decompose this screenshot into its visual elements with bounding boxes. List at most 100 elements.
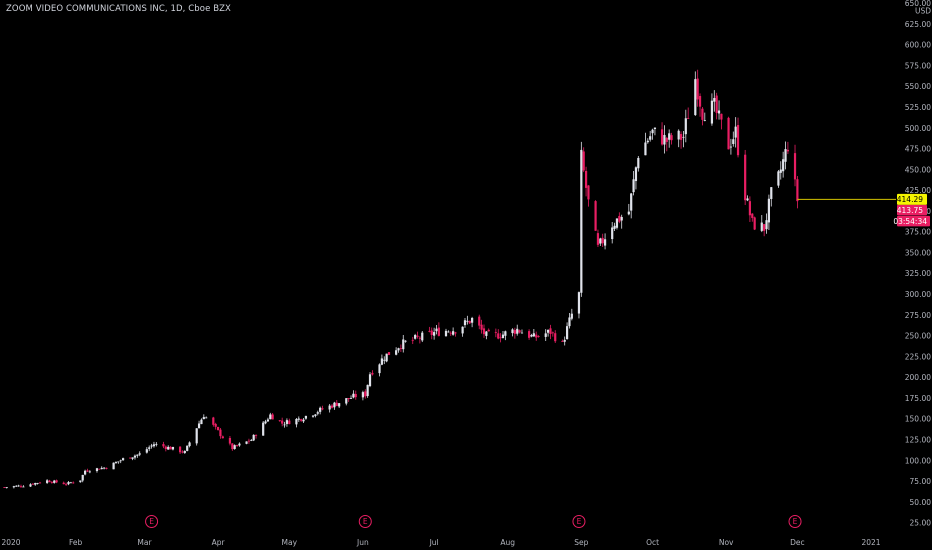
candle — [264, 419, 267, 425]
candle — [81, 474, 84, 483]
candle — [72, 481, 75, 484]
earnings-marker[interactable]: E — [145, 515, 159, 528]
candle — [784, 141, 787, 170]
candle — [65, 482, 68, 487]
x-tick-label: Mar — [137, 538, 152, 547]
candle — [169, 446, 172, 450]
candle — [615, 218, 619, 230]
candle — [480, 319, 483, 334]
candle — [530, 333, 533, 338]
candle — [383, 356, 386, 365]
candle — [95, 467, 99, 473]
y-tick-label: 100.00 — [905, 456, 931, 465]
candle — [694, 71, 697, 116]
candle — [31, 483, 34, 485]
candle — [444, 328, 448, 337]
candle — [779, 161, 782, 180]
candle — [703, 112, 706, 122]
candle — [404, 340, 407, 343]
candle — [17, 484, 20, 487]
candle — [701, 107, 704, 126]
candle — [729, 138, 733, 155]
candle — [252, 434, 255, 442]
candle — [397, 347, 400, 353]
candle — [133, 454, 137, 460]
candle — [634, 166, 638, 190]
currency-label: USD — [915, 7, 931, 16]
candle — [29, 483, 32, 487]
candle — [361, 390, 364, 401]
x-tick-label: Oct — [646, 538, 659, 547]
candle — [649, 130, 652, 142]
earnings-marker[interactable]: E — [358, 515, 372, 528]
candle — [297, 416, 300, 422]
candle — [181, 450, 184, 454]
candle — [518, 329, 521, 334]
candle — [568, 312, 571, 329]
candle — [36, 482, 39, 485]
candle — [380, 354, 383, 366]
candle — [302, 418, 305, 424]
candle — [278, 420, 281, 422]
candle — [34, 482, 37, 486]
candle — [430, 327, 433, 340]
candle — [544, 329, 547, 341]
candle — [233, 444, 236, 450]
candle — [513, 327, 516, 339]
x-tick-label: Aug — [500, 538, 515, 547]
candle — [428, 326, 431, 333]
y-tick-label: 550.00 — [905, 82, 931, 91]
candle — [736, 117, 740, 158]
candle — [347, 397, 350, 402]
y-tick-label: 275.00 — [905, 311, 931, 320]
candle — [402, 334, 405, 353]
candle — [221, 435, 224, 439]
x-tick-label: Apr — [212, 538, 226, 547]
y-tick-label: 475.00 — [905, 145, 931, 154]
candle — [471, 316, 474, 328]
candle — [561, 339, 564, 342]
candle — [563, 336, 566, 346]
candle — [753, 216, 756, 231]
candle — [433, 327, 436, 340]
candle — [511, 328, 514, 337]
candle — [171, 446, 175, 451]
candle — [727, 116, 730, 150]
candle — [205, 416, 208, 419]
candle — [748, 196, 752, 223]
candle — [551, 331, 554, 337]
candle — [665, 136, 668, 152]
candle — [138, 451, 141, 457]
candle — [777, 170, 780, 188]
candle — [102, 467, 106, 470]
candle — [710, 93, 714, 126]
earnings-marker[interactable]: E — [788, 515, 802, 528]
candle — [717, 100, 721, 120]
candle — [114, 461, 118, 464]
candle — [620, 214, 623, 229]
candle — [395, 347, 398, 356]
candle — [435, 324, 438, 335]
candle — [447, 330, 450, 333]
candle — [214, 422, 217, 430]
earnings-marker[interactable]: E — [572, 515, 586, 528]
candle — [84, 469, 87, 476]
candle — [335, 400, 338, 407]
y-tick-label: 225.00 — [905, 352, 931, 361]
candle — [482, 324, 486, 338]
candle — [38, 481, 42, 484]
candle — [478, 314, 481, 330]
time-axis: 2020 Feb Mar Apr May Jun Jul Aug Sep Oct Nov Dec 202… — [1, 538, 880, 547]
candle — [414, 333, 417, 340]
candle — [596, 229, 600, 248]
y-tick-label: 300.00 — [905, 290, 931, 299]
price-axis: 25.00 50.00 75.00 100.00 125.00 150.00 175.00 2… — [905, 0, 931, 528]
candle — [577, 291, 581, 319]
svg-text:E: E — [577, 517, 582, 526]
x-tick-label: Jun — [356, 538, 369, 547]
y-tick-label: 150.00 — [905, 415, 931, 424]
candle — [200, 418, 203, 425]
candle — [385, 353, 388, 363]
candle — [183, 450, 186, 454]
